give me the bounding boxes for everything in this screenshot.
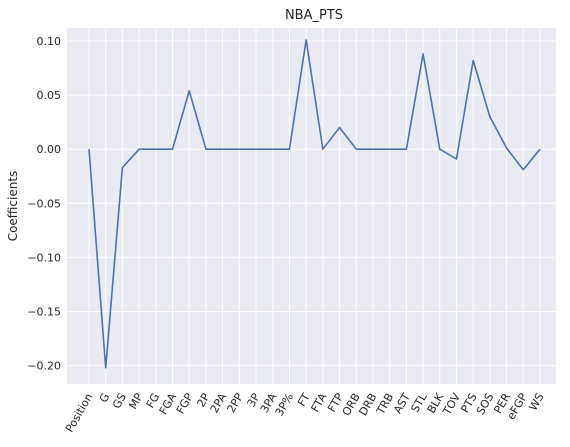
x-tick-label: FTA [308,391,329,415]
y-axis-label: Coefficients [6,171,20,242]
x-tick-label: MP [126,391,146,412]
y-tick-label: 0.05 [37,89,62,102]
y-tick-label: −0.05 [27,197,61,210]
y-tick-label: 0.00 [37,143,62,156]
x-tick-label: WS [526,391,546,413]
y-tick-label: −0.10 [27,251,61,264]
x-tick-label: AST [391,391,413,416]
x-tick-label: SOS [474,391,497,417]
y-tick-label: −0.20 [27,360,61,373]
x-tick-label: GS [110,391,129,411]
y-tick-label: −0.15 [27,306,61,319]
plot-area [67,28,556,384]
x-tick-label: FGP [174,391,196,416]
x-tick-label: 2PA [208,391,230,416]
x-tick-label: FGA [157,391,180,417]
x-tick-label: Position [63,391,96,435]
y-tick-label: 0.10 [37,35,62,48]
x-tick-label: 2PP [225,391,247,415]
chart-title: NBA_PTS [285,8,343,23]
x-tick-label: TRB [374,391,397,417]
x-tick-label: 3P% [273,391,296,418]
y-axis-ticks: 0.10 0.05 0.00 −0.05 −0.10 −0.15 −0.20 [27,35,61,373]
